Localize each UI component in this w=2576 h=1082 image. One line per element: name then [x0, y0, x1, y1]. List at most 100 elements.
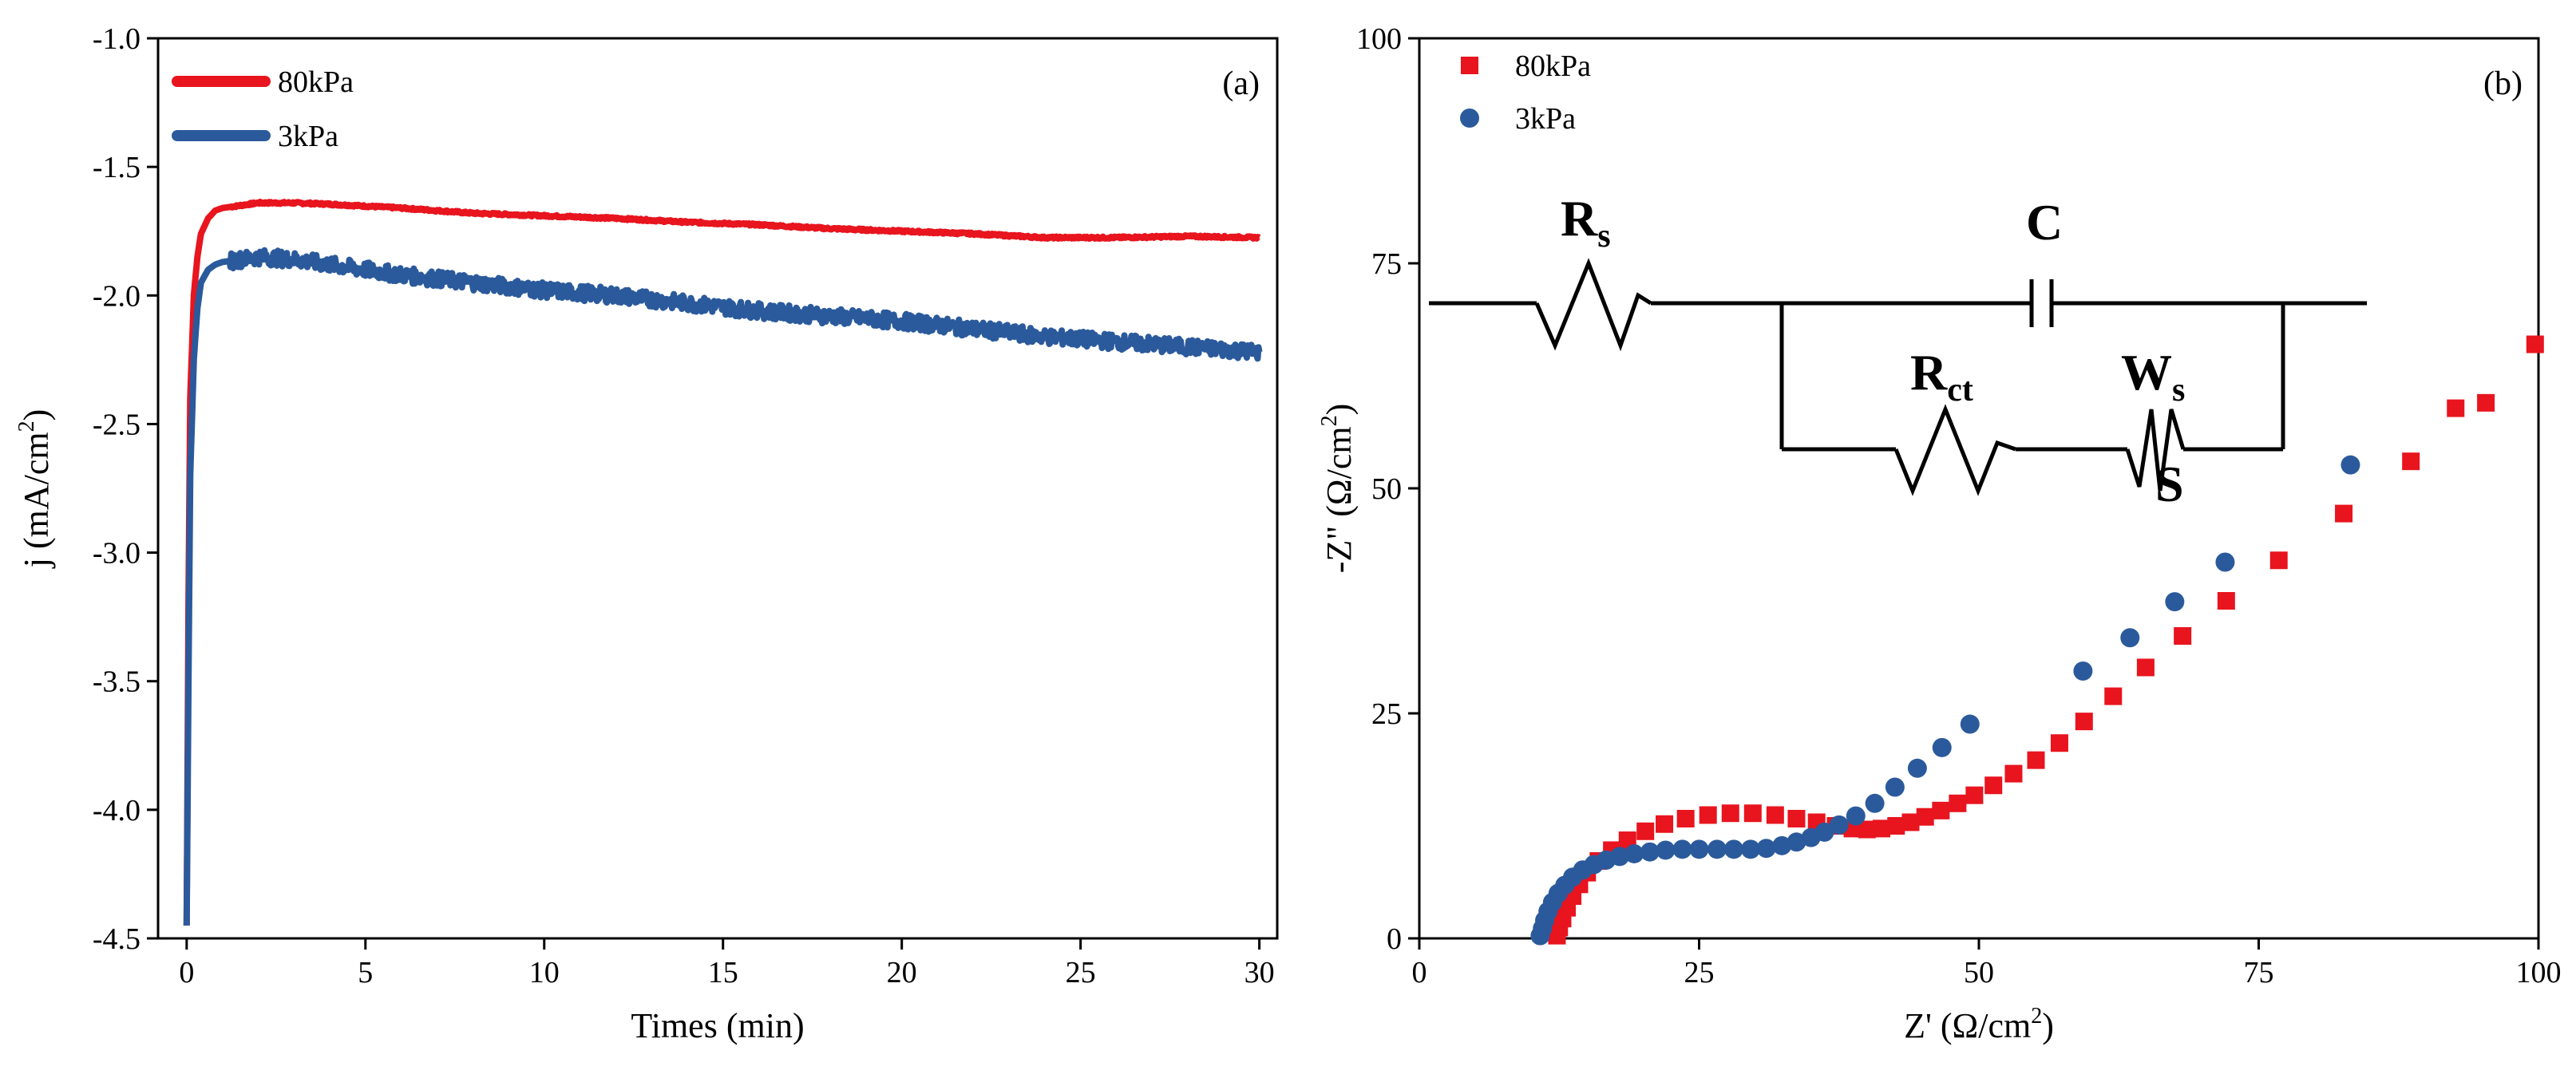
legend-swatch-80kPa [1461, 57, 1478, 74]
data-point-80kPa [2027, 751, 2045, 769]
data-point-3kPa [1907, 758, 1927, 778]
data-point-3kPa [1640, 842, 1660, 862]
data-point-80kPa [1721, 804, 1739, 823]
data-point-3kPa [1885, 777, 1905, 797]
resistor-rs-icon [1534, 258, 1652, 352]
x-tick-label: 50 [1964, 956, 1994, 989]
legend-label-80kPa: 80kPa [1515, 49, 1591, 83]
x-tick-label: 25 [1684, 956, 1715, 989]
series-b [1530, 335, 2544, 946]
x-tick-label: 5 [358, 956, 373, 989]
data-point-80kPa [1901, 813, 1920, 831]
data-point-80kPa [2136, 658, 2155, 677]
series-a [183, 199, 1263, 926]
y-tick-label: -4.5 [93, 922, 140, 956]
circuit-label-rct: Rct [1910, 344, 1973, 409]
data-point-80kPa [1743, 804, 1762, 823]
y-tick-label: 50 [1371, 472, 1402, 506]
data-point-80kPa [2104, 687, 2123, 705]
x-axis-title-a: Times (min) [631, 1006, 804, 1045]
data-point-80kPa [1699, 806, 1717, 824]
data-point-3kPa [1609, 847, 1629, 867]
data-point-3kPa [2341, 455, 2360, 475]
data-point-80kPa [2004, 764, 2023, 783]
chart-panel-a: 0 5 10 15 20 25 30 -1.0 -1.5 -2.0 -2.5 -3.0 -3.5 -4.0… [14, 22, 1279, 1045]
y-tick-label: -1.5 [93, 151, 140, 184]
x-tick-label: 20 [887, 956, 917, 989]
data-point-3kPa [1707, 839, 1727, 859]
panel-label-a: (a) [1222, 65, 1260, 102]
data-point-80kPa [2050, 734, 2068, 752]
series-line-80kPa [183, 199, 1262, 926]
circuit-label-rs: Rs [1561, 190, 1611, 255]
data-point-80kPa [1916, 808, 1934, 826]
y-tick-label: -3.0 [93, 537, 140, 571]
y-tick-label: -3.5 [93, 665, 140, 699]
data-point-3kPa [1960, 714, 1980, 734]
data-point-80kPa [2402, 452, 2420, 471]
x-tick-label: 25 [1066, 956, 1096, 989]
data-point-80kPa [1932, 801, 1950, 819]
data-point-80kPa [1676, 809, 1695, 827]
series-line-3kPa [183, 247, 1263, 926]
data-point-3kPa [1829, 815, 1849, 835]
x-axis-title-b: Z' (Ω/cm2) [1904, 1004, 2054, 1045]
y-tick-label: -2.0 [93, 279, 140, 313]
x-tick-label: 100 [2516, 956, 2562, 989]
ticks-b: 0 25 50 75 100 0 25 50 75 100 [1356, 22, 2562, 989]
equivalent-circuit [1429, 258, 2367, 496]
data-point-3kPa [1932, 737, 1952, 757]
data-point-80kPa [1984, 776, 2003, 795]
data-point-3kPa [1689, 839, 1709, 859]
data-point-80kPa [1787, 809, 1806, 827]
data-point-80kPa [2447, 399, 2465, 417]
data-point-80kPa [2477, 393, 2495, 412]
legend-swatch-3kPa [1460, 109, 1479, 128]
data-point-80kPa [1858, 820, 1876, 839]
data-point-80kPa [1965, 786, 1984, 804]
y-tick-label: 25 [1371, 697, 1402, 731]
data-point-3kPa [1740, 839, 1760, 859]
y-axis-title-b: -Z" (Ω/cm2) [1317, 404, 1359, 573]
chart-panel-b: 0 25 50 75 100 0 25 50 75 100 (b) Z' (Ω/cm2) -Z" … [1317, 22, 2562, 1045]
legend-label-80kPa: 80kPa [278, 65, 354, 99]
x-tick-label: 30 [1244, 956, 1275, 989]
x-tick-label: 75 [2244, 956, 2274, 989]
data-point-80kPa [2526, 335, 2544, 353]
circuit-label-ws: Ws [2121, 344, 2185, 409]
y-tick-label: 75 [1371, 247, 1402, 281]
data-point-80kPa [1873, 819, 1891, 838]
legend-label-3kPa: 3kPa [1515, 102, 1576, 136]
data-point-80kPa [1766, 806, 1784, 824]
ticks-a: 0 5 10 15 20 25 30 -1.0 -1.5 -2.0 -2.5 -3.0 -3.5 -4.0… [93, 22, 1275, 989]
y-tick-label: -2.5 [93, 408, 140, 441]
x-tick-label: 0 [1412, 956, 1427, 989]
y-tick-label: 100 [1356, 22, 1402, 56]
data-point-3kPa [1723, 839, 1743, 859]
panel-label-b: (b) [2483, 65, 2523, 102]
data-point-3kPa [2073, 661, 2093, 681]
legend-a: 80kPa 3kPa [172, 65, 354, 153]
x-tick-label: 0 [179, 956, 194, 989]
data-point-80kPa [1636, 822, 1655, 840]
y-axis-title-a: j (mA/cm2) [14, 409, 56, 570]
data-point-3kPa [2120, 628, 2140, 648]
data-point-3kPa [1656, 840, 1676, 860]
circuit-label-c: C [2026, 194, 2063, 251]
circuit-element-ws-label: S [2155, 456, 2184, 512]
data-point-3kPa [1756, 839, 1776, 859]
plot-frame-a [156, 37, 1279, 940]
y-tick-label: 0 [1387, 922, 1402, 956]
data-point-3kPa [2215, 552, 2235, 572]
data-point-80kPa [1887, 817, 1905, 835]
y-tick-label: -4.0 [93, 794, 140, 827]
data-point-3kPa [1787, 832, 1806, 852]
warburg-ws-icon [2125, 409, 2186, 492]
resistor-rct-icon [1893, 404, 2016, 496]
data-point-3kPa [2165, 592, 2185, 612]
data-point-80kPa [2335, 504, 2353, 523]
data-point-3kPa [1814, 822, 1834, 842]
data-point-3kPa [1865, 793, 1885, 813]
legend-label-3kPa: 3kPa [278, 120, 338, 153]
